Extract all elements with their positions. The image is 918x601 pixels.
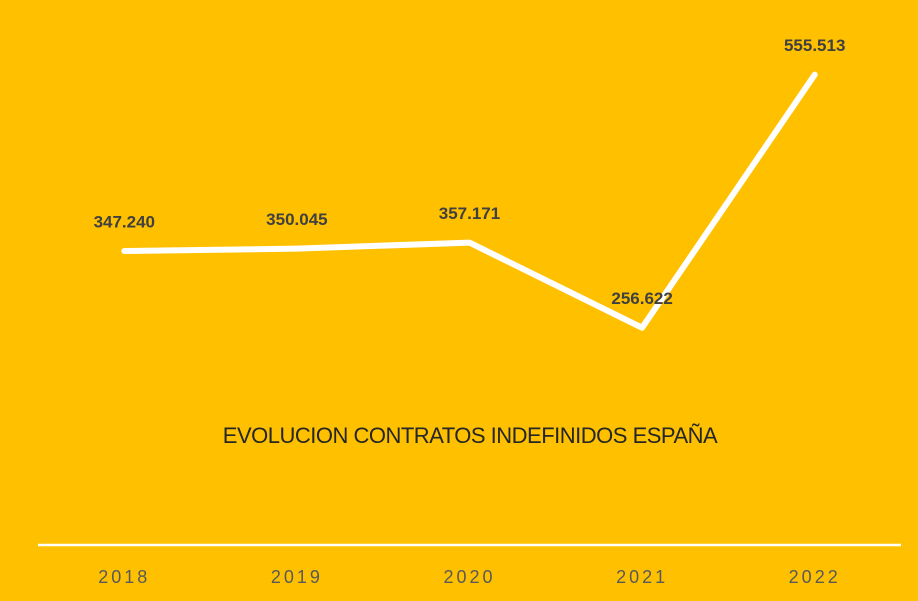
x-tick-label: 2019	[271, 567, 323, 587]
data-label: 357.171	[439, 204, 500, 223]
x-tick-label: 2018	[98, 567, 150, 587]
x-tick-label: 2021	[616, 567, 668, 587]
chart-title: EVOLUCION CONTRATOS INDEFINIDOS ESPAÑA	[223, 423, 718, 448]
x-tick-label: 2020	[443, 567, 495, 587]
data-label: 350.045	[266, 210, 327, 229]
data-label: 347.240	[94, 212, 155, 231]
data-label: 256.622	[611, 289, 672, 308]
data-line	[121, 71, 818, 331]
x-tick-label: 2022	[789, 567, 841, 587]
data-label: 555.513	[784, 36, 845, 55]
